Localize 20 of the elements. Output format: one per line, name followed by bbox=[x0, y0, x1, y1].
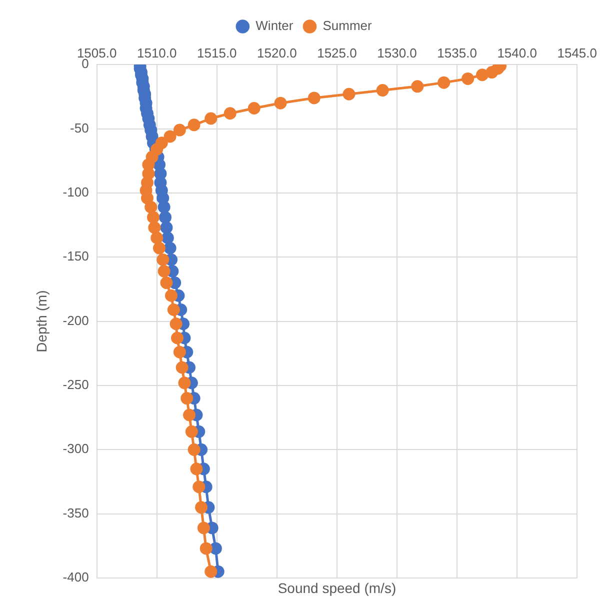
x-tick-label: 1515.0 bbox=[197, 45, 237, 60]
y-axis-title: Depth (m) bbox=[33, 290, 50, 352]
y-tick-label: -150 bbox=[62, 248, 89, 264]
legend-label: Summer bbox=[322, 18, 373, 34]
x-tick-label: 1530.0 bbox=[377, 45, 417, 60]
x-tick-label: 1535.0 bbox=[437, 45, 477, 60]
x-tick-label: 1520.0 bbox=[257, 45, 297, 60]
y-tick-label: -100 bbox=[62, 184, 89, 200]
x-tick-label: 1545.0 bbox=[557, 45, 597, 60]
y-tick-label: -200 bbox=[62, 312, 89, 328]
y-tick-label: -300 bbox=[62, 441, 89, 456]
y-tick-label: -50 bbox=[70, 120, 89, 136]
legend-label: Winter bbox=[256, 18, 294, 34]
x-tick-label: 1525.0 bbox=[317, 45, 357, 60]
x-tick-label: 1510.0 bbox=[136, 45, 177, 60]
y-tick-label: -350 bbox=[62, 505, 89, 520]
y-tick-label: -250 bbox=[62, 377, 89, 392]
y-tick-label: -400 bbox=[62, 570, 89, 585]
x-axis-title: Sound speed (m/s) bbox=[278, 580, 396, 596]
x-tick-label: 1540.0 bbox=[497, 45, 537, 60]
